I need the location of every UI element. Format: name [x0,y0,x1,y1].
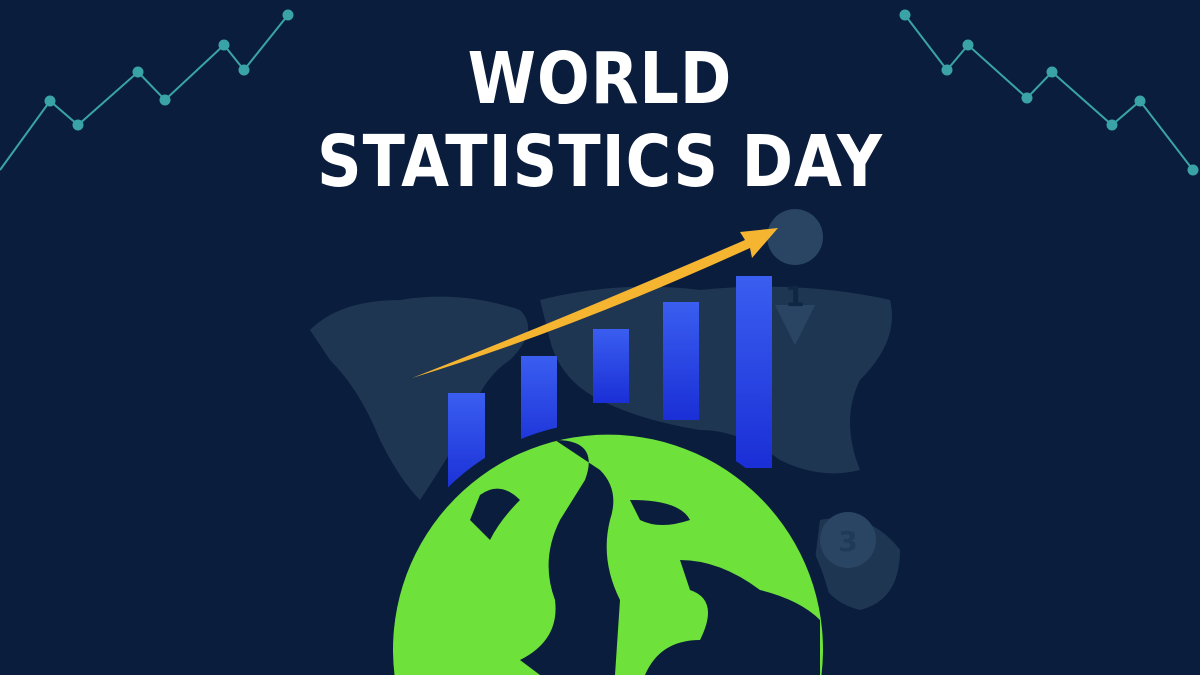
bar-3 [593,329,629,403]
globe [393,434,824,675]
pin-label-3: 3 [838,525,857,558]
title-line-2: STATISTICS DAY [317,119,883,204]
line-chart-decoration-right [899,9,1199,176]
bar-5 [736,276,772,468]
title-line-1: WORLD [467,36,733,121]
bar-4 [663,302,699,420]
line-chart-decoration-left [0,9,294,171]
bar-chart [448,276,772,493]
trend-arrow [412,228,778,378]
pin-label-1: 1 [785,280,804,313]
map-pin [767,209,876,568]
